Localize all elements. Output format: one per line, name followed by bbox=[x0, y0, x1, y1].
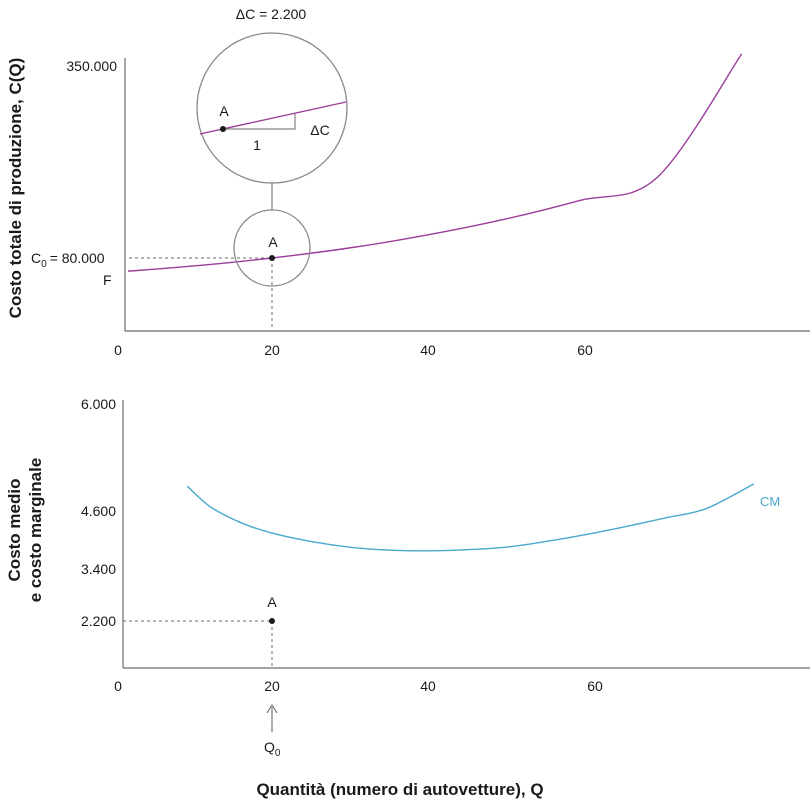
top-y-tick-350000: 350.000 bbox=[66, 58, 117, 74]
bottom-x-tick-0: 0 bbox=[114, 678, 122, 694]
top-x-tick-0: 0 bbox=[114, 342, 122, 358]
top-x-tick-60: 60 bbox=[577, 342, 593, 358]
q0-label: Q0 bbox=[264, 739, 281, 759]
top-chart: 350.000 0 20 40 60 Costo totale di produ… bbox=[6, 6, 810, 358]
bottom-point-a bbox=[269, 618, 275, 624]
inset-title: ΔC = 2.200 bbox=[236, 6, 307, 22]
average-cost-curve bbox=[186, 483, 755, 552]
bottom-x-axis-label: Quantità (numero di autovetture), Q bbox=[256, 780, 543, 799]
bottom-x-tick-40: 40 bbox=[420, 678, 436, 694]
inset-triangle bbox=[222, 113, 296, 130]
bottom-y-axis-label-2: e costo marginale bbox=[26, 458, 45, 603]
top-point-a bbox=[269, 255, 275, 261]
bottom-chart: 6.000 4.600 3.400 2.200 0 20 40 60 Costo… bbox=[5, 396, 810, 799]
bottom-y-axis-label: Costo medio bbox=[5, 479, 24, 582]
top-x-tick-40: 40 bbox=[420, 342, 436, 358]
c0-label: C0 = 80.000 bbox=[31, 250, 105, 270]
bottom-x-tick-60: 60 bbox=[587, 678, 603, 694]
inset-run-label: 1 bbox=[253, 137, 261, 153]
inset-magnifier: ΔC = 2.200 A 1 ΔC bbox=[196, 6, 348, 184]
bottom-x-tick-20: 20 bbox=[264, 678, 280, 694]
inset-rise-label: ΔC bbox=[310, 122, 329, 138]
total-cost-curve bbox=[127, 53, 743, 272]
bottom-y-tick-4600: 4.600 bbox=[81, 503, 116, 519]
zoom-large-circle bbox=[196, 32, 348, 184]
bottom-point-a-label: A bbox=[267, 594, 277, 610]
inset-point-a bbox=[220, 126, 226, 132]
bottom-y-tick-6000: 6.000 bbox=[81, 396, 116, 412]
top-y-axis-label: Costo totale di produzione, C(Q) bbox=[6, 58, 25, 319]
bottom-y-tick-3400: 3.400 bbox=[81, 561, 116, 577]
inset-point-a-label: A bbox=[219, 103, 229, 119]
bottom-y-tick-2200: 2.200 bbox=[81, 613, 116, 629]
f-label: F bbox=[103, 272, 112, 288]
top-x-tick-20: 20 bbox=[264, 342, 280, 358]
cm-curve-label: CM bbox=[760, 494, 780, 509]
top-point-a-label: A bbox=[268, 234, 278, 250]
q0-arrow-head bbox=[266, 703, 278, 714]
